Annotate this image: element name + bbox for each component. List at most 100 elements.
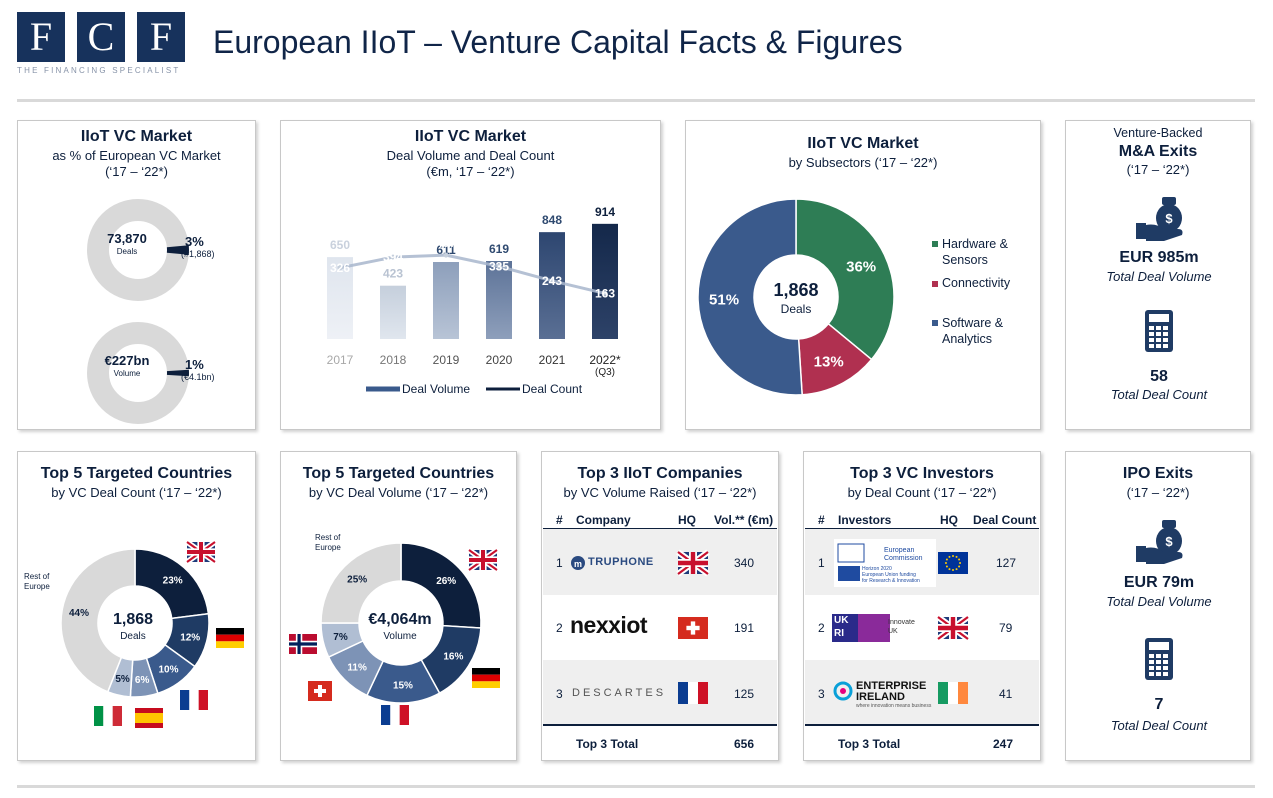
bar-value-label: 423 — [383, 267, 403, 281]
ec-logo-text: Horizon 2020 — [862, 566, 892, 572]
slice-label: 36% — [846, 259, 876, 276]
slice-label: 10% — [158, 665, 178, 676]
ukri-logo-icon — [832, 614, 858, 642]
ei-logo-text: where innovation means business — [856, 703, 932, 709]
donut-center-value: 1,868 — [112, 611, 154, 628]
line-point — [337, 265, 343, 271]
legend-count-label: Deal Count — [522, 382, 583, 396]
de-flag-icon — [216, 628, 244, 648]
x-tick-label: 2022* — [589, 353, 621, 367]
total-label: Top 3 Total — [576, 737, 639, 751]
share-slice — [166, 245, 190, 255]
panel-title: IIoT VC Market — [807, 135, 919, 152]
investors-panel: Top 3 VC Investors by Deal Count (‘17 – … — [803, 451, 1041, 761]
calculator-key — [1156, 666, 1161, 670]
countries-volume-panel: Top 5 Targeted Countries by VC Deal Volu… — [280, 451, 517, 761]
svg-text:$: $ — [1165, 534, 1173, 549]
eu-flag-icon — [938, 552, 968, 574]
ec-logo-text: European — [884, 547, 915, 554]
ch-flag-icon — [308, 681, 332, 701]
investor-count: 79 — [999, 621, 1013, 635]
ipo-exits-panel: IPO Exits (‘17 – ‘22*) $ EUR 79m Total D… — [1065, 451, 1251, 761]
investors-logos — [832, 539, 970, 704]
ei-logo-text: IRELAND — [856, 691, 905, 703]
calculator-key — [1149, 326, 1154, 330]
calculator-key — [1149, 654, 1154, 658]
x-tick-label: 2020 — [486, 353, 513, 367]
uk-flag-icon — [676, 549, 710, 577]
total-value: 656 — [734, 737, 755, 751]
bar-value-label: 914 — [595, 205, 615, 219]
row-num: 2 — [818, 621, 825, 635]
logo-letter: F — [137, 12, 185, 62]
panel-subtitle: (‘17 – ‘22*) — [105, 164, 168, 179]
line-point — [496, 263, 502, 269]
row-num: 3 — [556, 687, 563, 701]
deals-center-value: 73,870 — [107, 231, 147, 246]
legend-swatch-hardware — [932, 241, 938, 247]
donut-center-value: €4,064m — [368, 611, 432, 628]
calculator-key — [1156, 660, 1161, 664]
x-tick-label: 2019 — [433, 353, 460, 367]
calculator-key — [1163, 344, 1168, 348]
company-volume: 340 — [734, 556, 755, 570]
es-flag-icon — [135, 708, 163, 728]
ma-count-value: 58 — [1150, 368, 1168, 385]
table-row — [543, 660, 777, 725]
line-value-label: 163 — [595, 286, 615, 300]
panel-pretitle: Venture-Backed — [1113, 126, 1203, 140]
line-value-label: 326 — [330, 261, 350, 275]
company-name: nexxiot — [570, 612, 648, 638]
donut-slice — [697, 198, 803, 396]
panel-subtitle: by Subsectors (‘17 – ‘22*) — [788, 155, 938, 170]
donut-slice — [400, 542, 482, 629]
bar-deal-volume — [592, 223, 618, 339]
slice-label: 15% — [393, 680, 413, 691]
svg-text:m: m — [574, 559, 582, 569]
investor-count: 127 — [996, 556, 1017, 570]
uk-flag-icon — [936, 614, 970, 642]
panel-subtitle: (€m, ‘17 – ‘22*) — [426, 164, 515, 179]
line-point — [602, 290, 608, 296]
slice-label: 16% — [443, 652, 463, 663]
line-value-label: 335 — [489, 259, 509, 273]
col-header-company: Company — [576, 513, 631, 527]
donut-center-label: Volume — [383, 631, 417, 642]
col-header-num: # — [556, 513, 563, 527]
legend-label-connectivity: Connectivity — [942, 276, 1011, 290]
bar-deal-volume — [433, 262, 459, 339]
calculator-key — [1156, 326, 1161, 330]
ei-logo-text: ENTERPRISE — [856, 680, 927, 692]
volume-share-pct: 1% — [185, 357, 204, 372]
calculator-key — [1163, 326, 1168, 330]
subsectors-panel: IIoT VC Market by Subsectors (‘17 – ‘22*… — [685, 120, 1041, 430]
deal-volume-chart: 650 2017 423 2018 611 2019 619 2020 848 2021 914 20… — [327, 205, 621, 392]
ma-icons: $ — [1136, 197, 1183, 352]
deals-share-pct: 3% — [185, 234, 204, 249]
calculator-key — [1156, 332, 1161, 336]
panel-subtitle: by VC Volume Raised (‘17 – ‘22*) — [563, 485, 757, 500]
calculator-key — [1149, 344, 1154, 348]
investor-count: 41 — [999, 687, 1013, 701]
header-rule — [805, 528, 1039, 529]
ipo-volume-value: EUR 79m — [1123, 574, 1195, 591]
col-header-count: Deal Count — [973, 513, 1037, 527]
deals-center-label: Deals — [116, 247, 138, 256]
slice-label: 13% — [814, 353, 844, 370]
logo-tagline: THE FINANCING SPECIALIST — [17, 66, 181, 75]
calculator-key — [1163, 672, 1168, 676]
bar-deal-volume — [539, 232, 565, 339]
col-header-investor: Investors — [838, 513, 892, 527]
total-value: 247 — [993, 737, 1014, 751]
panel-title: IPO Exits — [1122, 465, 1194, 482]
slice-label: 12% — [180, 633, 200, 644]
ma-volume-value: EUR 985m — [1119, 249, 1199, 266]
legend-label-software: Software & Analytics — [942, 316, 1004, 346]
row-num: 1 — [556, 556, 563, 570]
calculator-key — [1149, 672, 1154, 676]
calculator-key — [1163, 666, 1168, 670]
share-donuts — [87, 199, 190, 424]
company-volume: 125 — [734, 687, 755, 701]
ma-count-label: Total Deal Count — [1110, 387, 1208, 402]
calculator-key — [1149, 666, 1154, 670]
